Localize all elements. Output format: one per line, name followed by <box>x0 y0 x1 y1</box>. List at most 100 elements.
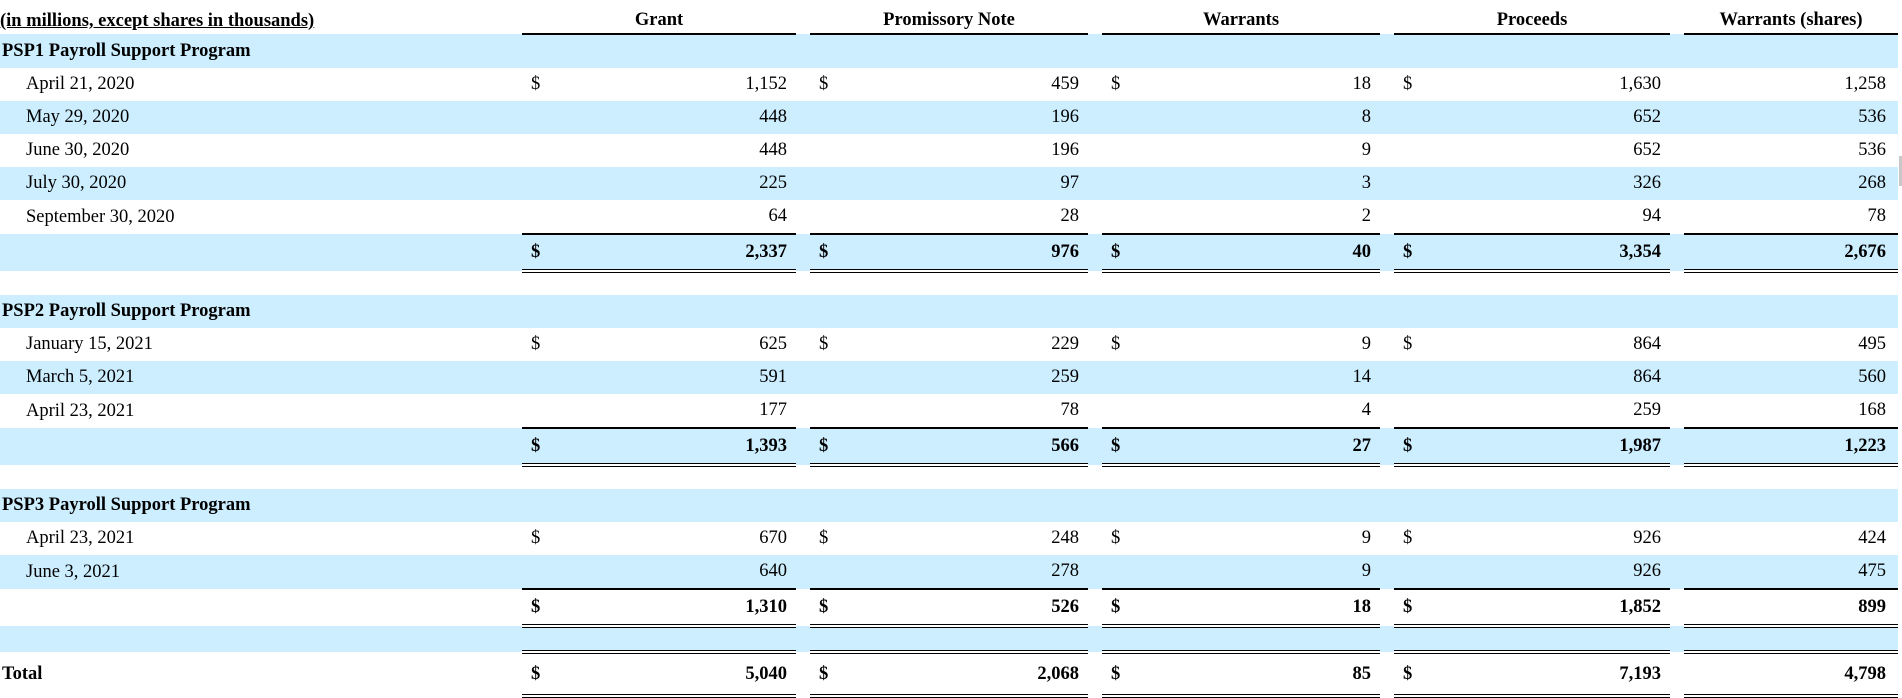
dollar-sign <box>810 167 854 200</box>
dollar-sign <box>1102 167 1147 200</box>
row-date: April 23, 2021 <box>26 528 135 548</box>
table-row: April 23, 2021 177 78 4 259 168 <box>0 394 1899 429</box>
row-date: June 30, 2020 <box>26 140 130 160</box>
section-header-row: PSP3 Payroll Support Program <box>0 489 1899 522</box>
cell-grant: 1,152 <box>745 74 787 94</box>
column-header-grant: Grant <box>522 0 796 35</box>
cell-proceeds: 7,193 <box>1438 650 1671 698</box>
dollar-sign <box>1394 555 1439 590</box>
cell-grant: 448 <box>759 140 787 160</box>
section-title: PSP1 Payroll Support Program <box>0 34 508 68</box>
cell-note: 229 <box>1051 334 1080 354</box>
cell-note: 566 <box>854 427 1089 467</box>
dollar-sign: $ <box>531 74 541 94</box>
scrollbar-thumb[interactable] <box>1899 156 1902 186</box>
cell-warrants: 3 <box>1146 167 1381 200</box>
dollar-sign: $ <box>1111 334 1121 354</box>
cell-proceeds: 652 <box>1633 140 1662 160</box>
dollar-sign <box>1102 555 1147 590</box>
cell-warrant-shares: 168 <box>1684 394 1899 429</box>
cell-note: 78 <box>854 394 1089 429</box>
dollar-sign: $ <box>531 334 541 354</box>
spacer-row <box>0 465 1899 489</box>
table-row: July 30, 2020 225 97 3 326 268 <box>0 167 1899 200</box>
dollar-sign: $ <box>1111 74 1121 94</box>
subtotal-row: $1,393 $566 $27 $1,987 1,223 <box>0 427 1899 467</box>
cell-warrant-shares: 475 <box>1684 555 1899 590</box>
cell-grant: 591 <box>566 361 796 394</box>
dollar-sign <box>810 134 854 167</box>
cell-warrant-shares: 424 <box>1858 528 1887 548</box>
dollar-sign: $ <box>1102 650 1147 698</box>
dollar-sign <box>522 101 566 134</box>
cell-warrants: 4 <box>1146 394 1381 429</box>
subtotal-label <box>0 589 508 626</box>
cell-warrants: 85 <box>1146 650 1381 698</box>
dollar-sign <box>1394 361 1439 394</box>
spacer-row <box>0 626 1899 652</box>
dollar-sign <box>522 361 566 394</box>
column-header-warrant-shares: Warrants (shares) <box>1684 0 1899 35</box>
dollar-sign: $ <box>1403 528 1413 548</box>
dollar-sign: $ <box>810 650 854 698</box>
table-row: June 30, 2020 448 196 9 652 536 <box>0 134 1898 167</box>
dollar-sign <box>1102 394 1147 429</box>
cell-proceeds: 259 <box>1438 394 1671 429</box>
cell-proceeds: 926 <box>1633 528 1662 548</box>
dollar-sign <box>810 555 854 590</box>
cell-warrant-shares: 560 <box>1684 361 1899 394</box>
cell-warrant-shares: 268 <box>1684 167 1899 200</box>
cell-warrant-shares: 78 <box>1684 200 1899 235</box>
cell-note: 259 <box>854 361 1089 394</box>
table-units-title: (in millions, except shares in thousands… <box>0 11 315 31</box>
cell-warrant-shares: 536 <box>1858 140 1887 160</box>
cell-proceeds: 864 <box>1438 361 1671 394</box>
table-row: January 15, 2021 $625 $229 $9 $864 495 <box>0 328 1898 361</box>
cell-grant: 2,337 <box>566 233 796 273</box>
spacer <box>0 626 508 652</box>
dollar-sign: $ <box>522 233 566 273</box>
cell-proceeds: 864 <box>1633 334 1662 354</box>
cell-grant: 625 <box>759 334 787 354</box>
cell-note: 196 <box>1051 140 1080 160</box>
cell-note: 28 <box>854 200 1089 235</box>
dollar-sign <box>1394 200 1439 235</box>
section-title: PSP2 Payroll Support Program <box>0 295 508 328</box>
row-date: May 29, 2020 <box>0 101 508 134</box>
dollar-sign <box>1394 134 1438 167</box>
dollar-sign: $ <box>1403 74 1413 94</box>
subtotal-label <box>0 428 508 465</box>
table-row: April 23, 2021 $670 $248 $9 $926 424 <box>0 522 1898 555</box>
table-row: May 29, 2020 448 196 8 652 536 <box>0 101 1899 134</box>
spacer <box>0 271 508 295</box>
dollar-sign <box>1102 200 1147 235</box>
dollar-sign: $ <box>1394 427 1439 467</box>
cell-warrants: 8 <box>1146 101 1381 134</box>
subtotal-row: $2,337 $976 $40 $3,354 2,676 <box>0 233 1899 273</box>
cell-grant: 64 <box>566 200 796 235</box>
dollar-sign <box>522 167 566 200</box>
dollar-sign <box>522 200 566 235</box>
cell-warrants: 27 <box>1146 427 1381 467</box>
cell-grant: 640 <box>566 555 796 590</box>
dollar-sign <box>810 394 854 429</box>
dollar-sign: $ <box>819 334 829 354</box>
cell-proceeds: 326 <box>1438 167 1671 200</box>
cell-note: 196 <box>854 101 1089 134</box>
table-row: April 21, 2020 $1,152 $459 $18 $1,630 1,258 <box>0 68 1898 101</box>
cell-note: 278 <box>854 555 1089 590</box>
row-date: April 23, 2021 <box>26 400 135 421</box>
row-date: June 3, 2021 <box>0 555 508 589</box>
cell-warrants: 40 <box>1146 233 1381 273</box>
cell-note: 2,068 <box>854 650 1089 698</box>
cell-warrant-shares: 1,223 <box>1684 427 1899 467</box>
dollar-sign <box>522 555 566 590</box>
cell-note: 248 <box>1051 528 1080 548</box>
section-header-row: PSP2 Payroll Support Program <box>0 295 1899 328</box>
dollar-sign <box>810 200 854 235</box>
cell-warrant-shares: 536 <box>1684 101 1899 134</box>
column-header-promissory-note: Promissory Note <box>810 0 1089 35</box>
cell-warrants: 9 <box>1361 528 1372 548</box>
dollar-sign: $ <box>819 74 829 94</box>
dollar-sign: $ <box>1394 588 1439 628</box>
